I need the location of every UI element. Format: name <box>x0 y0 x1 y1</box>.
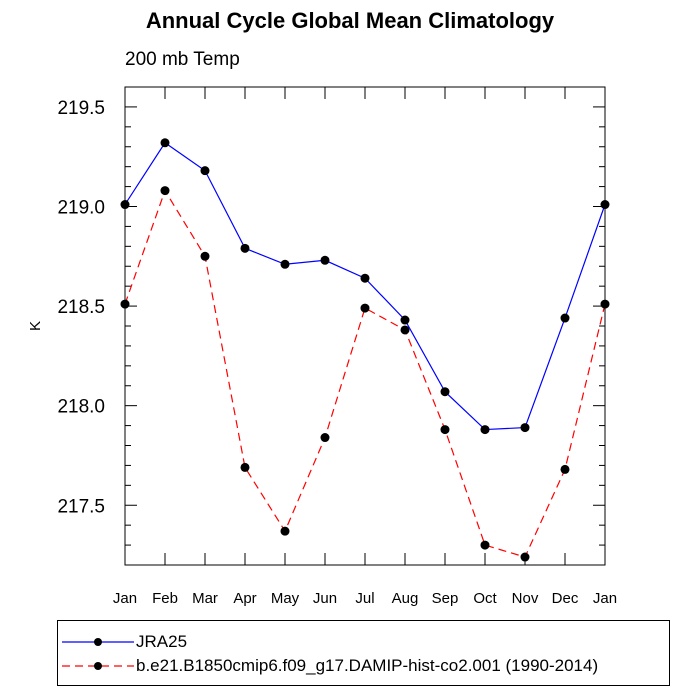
x-tick-label: Dec <box>552 590 579 607</box>
x-tick-label: Nov <box>512 590 539 607</box>
data-point <box>440 387 450 397</box>
x-tick-label: Apr <box>233 590 256 607</box>
series-0 <box>120 138 610 435</box>
y-tick-label: 219.5 <box>57 98 105 119</box>
legend-swatch-model <box>62 662 134 670</box>
x-tick-label: Aug <box>392 590 419 607</box>
series-1 <box>120 186 610 562</box>
data-point <box>400 315 410 325</box>
y-tick-label: 219.0 <box>57 198 105 219</box>
plot-axes: 217.5 218.0 218.5 219.0 219.5 Jan Feb Mar Apr May… <box>27 86 617 607</box>
data-point <box>120 299 130 309</box>
data-point <box>520 552 530 562</box>
data-point <box>360 273 370 283</box>
x-tick-label: Mar <box>192 590 218 607</box>
x-tick-label: May <box>271 590 300 607</box>
data-point <box>200 166 210 176</box>
x-tick-label: Jan <box>593 590 617 607</box>
legend-label-model: b.e21.B1850cmip6.f09_g17.DAMIP-hist-co2.… <box>136 656 599 675</box>
data-point <box>520 423 530 433</box>
x-tick-label: Jun <box>313 590 337 607</box>
chart-subtitle: 200 mb Temp <box>125 49 240 70</box>
y-tick-label: 217.5 <box>57 496 105 517</box>
legend: JRA25 b.e21.B1850cmip6.f09_g17.DAMIP-his… <box>57 620 670 686</box>
series-line <box>124 189 606 558</box>
data-point <box>120 200 130 210</box>
legend-item-jra25: JRA25 <box>58 631 669 653</box>
data-point <box>280 259 290 269</box>
data-point <box>320 255 330 265</box>
series-line <box>124 141 606 431</box>
y-tick-label: 218.0 <box>57 397 105 418</box>
x-tick-label: Jul <box>355 590 374 607</box>
legend-swatch-jra25 <box>62 638 134 646</box>
data-point <box>360 303 370 313</box>
data-point <box>560 464 570 474</box>
plot-frame <box>124 86 606 566</box>
data-point <box>560 313 570 323</box>
series-layer <box>120 138 610 562</box>
x-tick-label: Jan <box>113 590 137 607</box>
y-tick-label: 218.5 <box>57 297 105 318</box>
data-point <box>600 200 610 210</box>
data-point <box>160 186 170 196</box>
legend-item-model: b.e21.B1850cmip6.f09_g17.DAMIP-hist-co2.… <box>58 655 669 677</box>
data-point <box>320 433 330 443</box>
line-chart: 217.5 218.0 218.5 219.0 219.5 Jan Feb Mar Apr May… <box>27 86 617 607</box>
data-point <box>240 243 250 253</box>
y-axis-label: K <box>27 321 44 331</box>
chart-title: Annual Cycle Global Mean Climatology <box>145 8 555 33</box>
data-point <box>160 138 170 148</box>
x-tick-label: Feb <box>152 590 178 607</box>
x-tick-label: Sep <box>432 590 459 607</box>
data-point <box>480 540 490 550</box>
data-point <box>280 526 290 536</box>
data-point <box>600 299 610 309</box>
data-point <box>480 425 490 435</box>
x-tick-label: Oct <box>473 590 497 607</box>
data-point <box>440 425 450 435</box>
data-point <box>240 462 250 472</box>
data-point <box>400 325 410 335</box>
data-point <box>200 251 210 261</box>
legend-label-jra25: JRA25 <box>136 632 188 651</box>
